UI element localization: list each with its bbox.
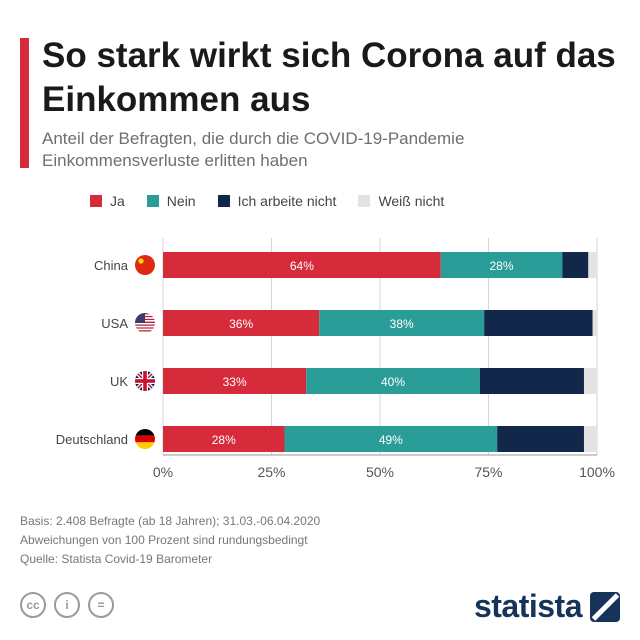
footer-source-note: Quelle: Statista Covid-19 Barometer — [20, 552, 213, 566]
legend-item-nein: Nein — [146, 193, 196, 209]
germany-flag-icon — [135, 429, 155, 449]
legend-label-nein: Nein — [166, 193, 196, 209]
x-tick-label: 100% — [579, 464, 615, 480]
footer-basis-note: Basis: 2.408 Befragte (ab 18 Jahren); 31… — [20, 514, 321, 528]
legend-swatch-ja — [90, 195, 102, 207]
social-icons: cc i = — [20, 592, 114, 618]
bar-value-label: 49% — [379, 433, 403, 447]
legend-swatch-nein — [146, 195, 159, 207]
legend-label-weiss-nicht: Weiß nicht — [378, 193, 445, 209]
bar-value-label: 40% — [381, 375, 405, 389]
bar-value-label: 64% — [290, 259, 314, 273]
bar-segment — [479, 368, 584, 394]
equals-icon[interactable]: = — [88, 592, 114, 618]
bar-value-label: 36% — [229, 317, 253, 331]
bar-segment — [163, 310, 320, 336]
china-flag-icon — [135, 255, 155, 275]
category-label: China — [94, 258, 129, 273]
chart-title: So stark wirkt sich Corona auf das Einko… — [42, 36, 616, 119]
legend-swatch-weiss-nicht — [358, 195, 371, 207]
legend-item-ja: Ja — [90, 193, 125, 209]
bar-value-label: 28% — [490, 259, 514, 273]
category-label: USA — [101, 316, 128, 331]
legend-label-ich-arbeite-nicht: Ich arbeite nicht — [237, 193, 337, 209]
legend-item-ich-arbeite-nicht: Ich arbeite nicht — [217, 193, 337, 209]
chart-subtitle: Anteil der Befragten, die durch die COVI… — [42, 129, 465, 170]
category-label: Deutschland — [56, 432, 128, 447]
x-tick-label: 75% — [474, 464, 502, 480]
bar-segment — [163, 426, 285, 452]
bar-segment — [306, 368, 480, 394]
stacked-bar-chart: 0% 25% 50% 75% 100% 64% 28% China 36% 38% USA 33% 40… — [56, 238, 615, 480]
statista-mark-icon — [590, 591, 620, 622]
legend-swatch-ich-arbeite-nicht — [217, 195, 230, 207]
bar-segment — [592, 310, 597, 336]
x-tick-label: 50% — [366, 464, 394, 480]
bar-segment — [440, 252, 563, 278]
x-tick-label: 25% — [257, 464, 285, 480]
bar-segment — [497, 426, 584, 452]
legend-item-weiss-nicht: Weiß nicht — [358, 193, 444, 209]
bar-segment — [562, 252, 589, 278]
x-tick-label: 0% — [153, 464, 173, 480]
creative-commons-icon[interactable]: cc — [20, 592, 46, 618]
bar-segment — [588, 252, 597, 278]
footer-rounding-note: Abweichungen von 100 Prozent sind rundun… — [20, 533, 308, 547]
bar-segment — [284, 426, 498, 452]
info-icon[interactable]: i — [54, 592, 80, 618]
legend-label-ja: Ja — [110, 193, 125, 209]
bar-segment — [163, 368, 307, 394]
bar-segment — [583, 426, 597, 452]
usa-flag-icon — [135, 313, 155, 333]
bar-segment — [163, 252, 441, 278]
category-label: UK — [110, 374, 128, 389]
bar-segment — [583, 368, 597, 394]
bar-segment — [319, 310, 485, 336]
bar-value-label: 33% — [223, 375, 247, 389]
title-accent-bar — [20, 38, 29, 168]
bar-value-label: 28% — [212, 433, 236, 447]
statista-logo[interactable]: statista — [474, 588, 620, 625]
chart-legend: Ja Nein Ich arbeite nicht Weiß nicht — [90, 193, 444, 209]
uk-flag-icon — [135, 371, 155, 391]
bar-value-label: 38% — [390, 317, 414, 331]
brand-name: statista — [473, 588, 583, 624]
chart-footer: Basis: 2.408 Befragte (ab 18 Jahren); 31… — [20, 512, 460, 569]
bar-segment — [484, 310, 593, 336]
